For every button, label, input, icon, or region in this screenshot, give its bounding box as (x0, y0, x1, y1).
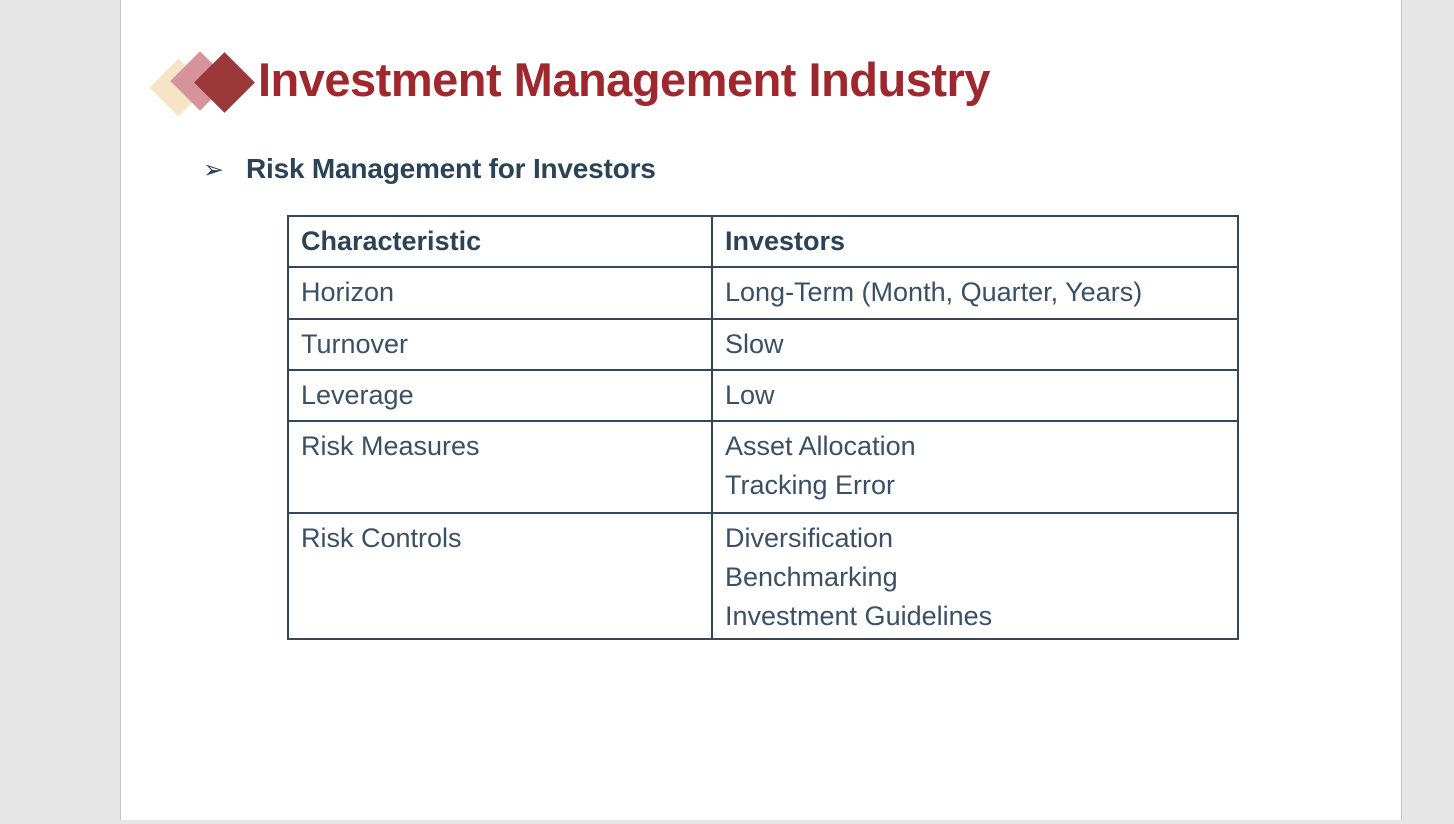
column-header-investors: Investors (711, 215, 1239, 268)
table-row: Horizon Long-Term (Month, Quarter, Years… (287, 266, 1239, 320)
table-row: Risk Controls Diversification Benchmarki… (287, 512, 1239, 640)
investors-cell: Low (711, 369, 1239, 422)
investors-cell: Asset Allocation Tracking Error (711, 420, 1239, 514)
characteristic-cell: Turnover (287, 318, 713, 371)
page-title: Investment Management Industry (258, 53, 990, 106)
risk-management-table: Characteristic Investors Horizon Long-Te… (287, 215, 1239, 640)
bullet-heading-label: Risk Management for Investors (246, 153, 656, 184)
characteristic-cell: Horizon (287, 266, 713, 320)
column-header-characteristic: Characteristic (287, 215, 713, 268)
characteristic-cell: Risk Controls (287, 512, 713, 640)
arrow-bullet-icon: ➢ (203, 154, 224, 184)
triple-diamond-logo-icon (121, 0, 261, 130)
investors-cell: Slow (711, 318, 1239, 371)
table-row: Leverage Low (287, 369, 1239, 422)
characteristic-cell: Risk Measures (287, 420, 713, 514)
table-row: Turnover Slow (287, 318, 1239, 371)
investors-cell: Long-Term (Month, Quarter, Years) (711, 266, 1239, 320)
bullet-heading: ➢ Risk Management for Investors (203, 153, 656, 185)
table-header-row: Characteristic Investors (287, 215, 1239, 268)
characteristic-cell: Leverage (287, 369, 713, 422)
investors-cell: Diversification Benchmarking Investment … (711, 512, 1239, 640)
table-row: Risk Measures Asset Allocation Tracking … (287, 420, 1239, 514)
slide: Investment Management Industry ➢ Risk Ma… (120, 0, 1402, 820)
